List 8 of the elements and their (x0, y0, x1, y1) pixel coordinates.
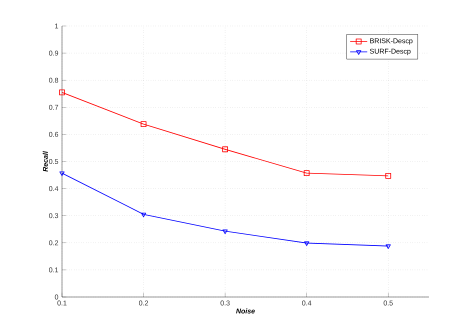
point (222, 146, 228, 152)
point (304, 170, 310, 176)
point (304, 241, 310, 246)
point (222, 230, 228, 234)
point (140, 212, 146, 218)
point (140, 121, 146, 128)
point (385, 172, 392, 179)
point (59, 89, 65, 96)
